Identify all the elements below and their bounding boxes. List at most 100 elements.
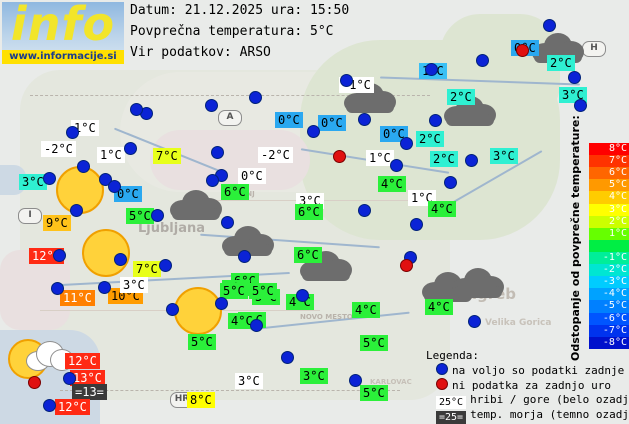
color-scale-step: 3°C [589, 203, 629, 216]
site-logo[interactable]: info www.informacije.si [2, 0, 124, 64]
station-dot-ok[interactable] [63, 372, 76, 385]
legend-item-label: hribi / gore (belo ozadje) [470, 393, 629, 406]
station-dot-ok[interactable] [114, 253, 127, 266]
temp-label: 4°C [428, 201, 456, 217]
station-dot-ok[interactable] [159, 259, 172, 272]
temp-label: 8°C [187, 392, 215, 408]
color-scale-step: 6°C [589, 167, 629, 180]
cloud-icon [170, 190, 222, 220]
station-dot-no-data[interactable] [28, 376, 41, 389]
station-dot-ok[interactable] [108, 180, 121, 193]
station-dot-ok[interactable] [476, 54, 489, 67]
station-dot-ok[interactable] [429, 114, 442, 127]
legend-item: ni podatka za zadnjo uro [436, 378, 611, 392]
temp-label: -2°C [41, 141, 76, 157]
legend-blue-dot-icon [436, 363, 448, 375]
marker-A: A [218, 110, 242, 126]
color-scale-title: Odstopanje od povprečne temperature: [569, 115, 582, 361]
station-dot-ok[interactable] [206, 174, 219, 187]
station-dot-ok[interactable] [43, 172, 56, 185]
color-scale-step: -6°C [589, 312, 629, 325]
color-scale-step: 4°C [589, 191, 629, 204]
station-dot-ok[interactable] [66, 126, 79, 139]
station-dot-ok[interactable] [296, 289, 309, 302]
station-dot-ok[interactable] [543, 19, 556, 32]
legend: Legenda: na voljo so podatki zadnje ure n… [426, 349, 629, 424]
temp-label: 5°C [188, 334, 216, 350]
temp-label: 12°C [65, 353, 100, 369]
temp-label: 9°C [43, 215, 71, 231]
temp-label: 0°C [380, 126, 408, 142]
station-dot-no-data[interactable] [400, 259, 413, 272]
temp-label: 2°C [430, 151, 458, 167]
station-dot-ok[interactable] [574, 99, 587, 112]
temp-label: -2°C [258, 147, 293, 163]
temp-label: 11°C [60, 290, 95, 306]
station-dot-ok[interactable] [568, 71, 581, 84]
station-dot-ok[interactable] [410, 218, 423, 231]
station-dot-ok[interactable] [205, 99, 218, 112]
cloud-icon [452, 268, 504, 298]
station-dot-ok[interactable] [215, 297, 228, 310]
station-dot-ok[interactable] [444, 176, 457, 189]
temp-label: 12°C [55, 399, 90, 415]
station-dot-ok[interactable] [400, 137, 413, 150]
station-dot-ok[interactable] [70, 204, 83, 217]
station-dot-ok[interactable] [43, 399, 56, 412]
color-scale-step [589, 239, 629, 252]
station-dot-ok[interactable] [77, 160, 90, 173]
city-novo-mesto: NOVO MESTO [300, 313, 353, 321]
temp-label: 4°C [228, 313, 256, 329]
station-dot-ok[interactable] [151, 209, 164, 222]
marker-H: H [582, 41, 606, 57]
station-dot-ok[interactable] [250, 319, 263, 332]
station-dot-ok[interactable] [98, 281, 111, 294]
temp-label: 5°C [360, 335, 388, 351]
legend-sample-chip: 25°C [436, 396, 467, 409]
temp-label: 4°C [378, 176, 406, 192]
station-dot-ok[interactable] [358, 204, 371, 217]
temp-label: 5°C [249, 283, 277, 299]
header-date-time: Datum: 21.12.2025 ura: 15:50 [130, 3, 350, 18]
temp-label: 3°C [300, 368, 328, 384]
color-scale-step: 7°C [589, 155, 629, 168]
station-dot-ok[interactable] [53, 249, 66, 262]
color-scale: Odstopanje od povprečne temperature: 8°C… [567, 115, 629, 361]
temp-label: 5°C [220, 283, 248, 299]
color-scale-bar: 8°C 7°C 6°C 5°C 4°C 3°C 2°C 1°C -1°C -2°C -3°C -4°C… [589, 143, 629, 361]
station-dot-ok[interactable] [221, 216, 234, 229]
color-scale-step: -2°C [589, 264, 629, 277]
temp-label: 0°C [114, 186, 142, 202]
temp-label: 7°C [153, 148, 181, 164]
station-dot-ok[interactable] [340, 74, 353, 87]
station-dot-no-data[interactable] [516, 44, 529, 57]
station-dot-ok[interactable] [307, 125, 320, 138]
station-dot-ok[interactable] [124, 142, 137, 155]
color-scale-step: -4°C [589, 288, 629, 301]
station-dot-ok[interactable] [166, 303, 179, 316]
station-dot-ok[interactable] [425, 63, 438, 76]
city-velika-gorica: Velika Gorica [485, 318, 552, 328]
color-scale-step: -1°C [589, 251, 629, 265]
station-dot-ok[interactable] [211, 146, 224, 159]
station-dot-ok[interactable] [390, 159, 403, 172]
station-dot-ok[interactable] [281, 351, 294, 364]
station-dot-ok[interactable] [238, 250, 251, 263]
temp-label: 3°C [120, 277, 148, 293]
temp-label: 4°C [352, 302, 380, 318]
station-dot-ok[interactable] [465, 154, 478, 167]
station-dot-ok[interactable] [51, 282, 64, 295]
station-dot-ok[interactable] [249, 91, 262, 104]
station-dot-ok[interactable] [358, 113, 371, 126]
station-dot-ok[interactable] [468, 315, 481, 328]
legend-title: Legenda: [426, 349, 479, 362]
temp-label: 0°C [275, 112, 303, 128]
station-dot-ok[interactable] [130, 103, 143, 116]
temp-label: 6°C [295, 204, 323, 220]
temp-label: 13°C [70, 370, 105, 386]
logo-url: www.informacije.si [2, 50, 124, 64]
station-dot-no-data[interactable] [333, 150, 346, 163]
city-karlovac: KARLOVAC [370, 378, 412, 386]
station-dot-ok[interactable] [349, 374, 362, 387]
city-ljubljana: Ljubljana [138, 221, 206, 236]
